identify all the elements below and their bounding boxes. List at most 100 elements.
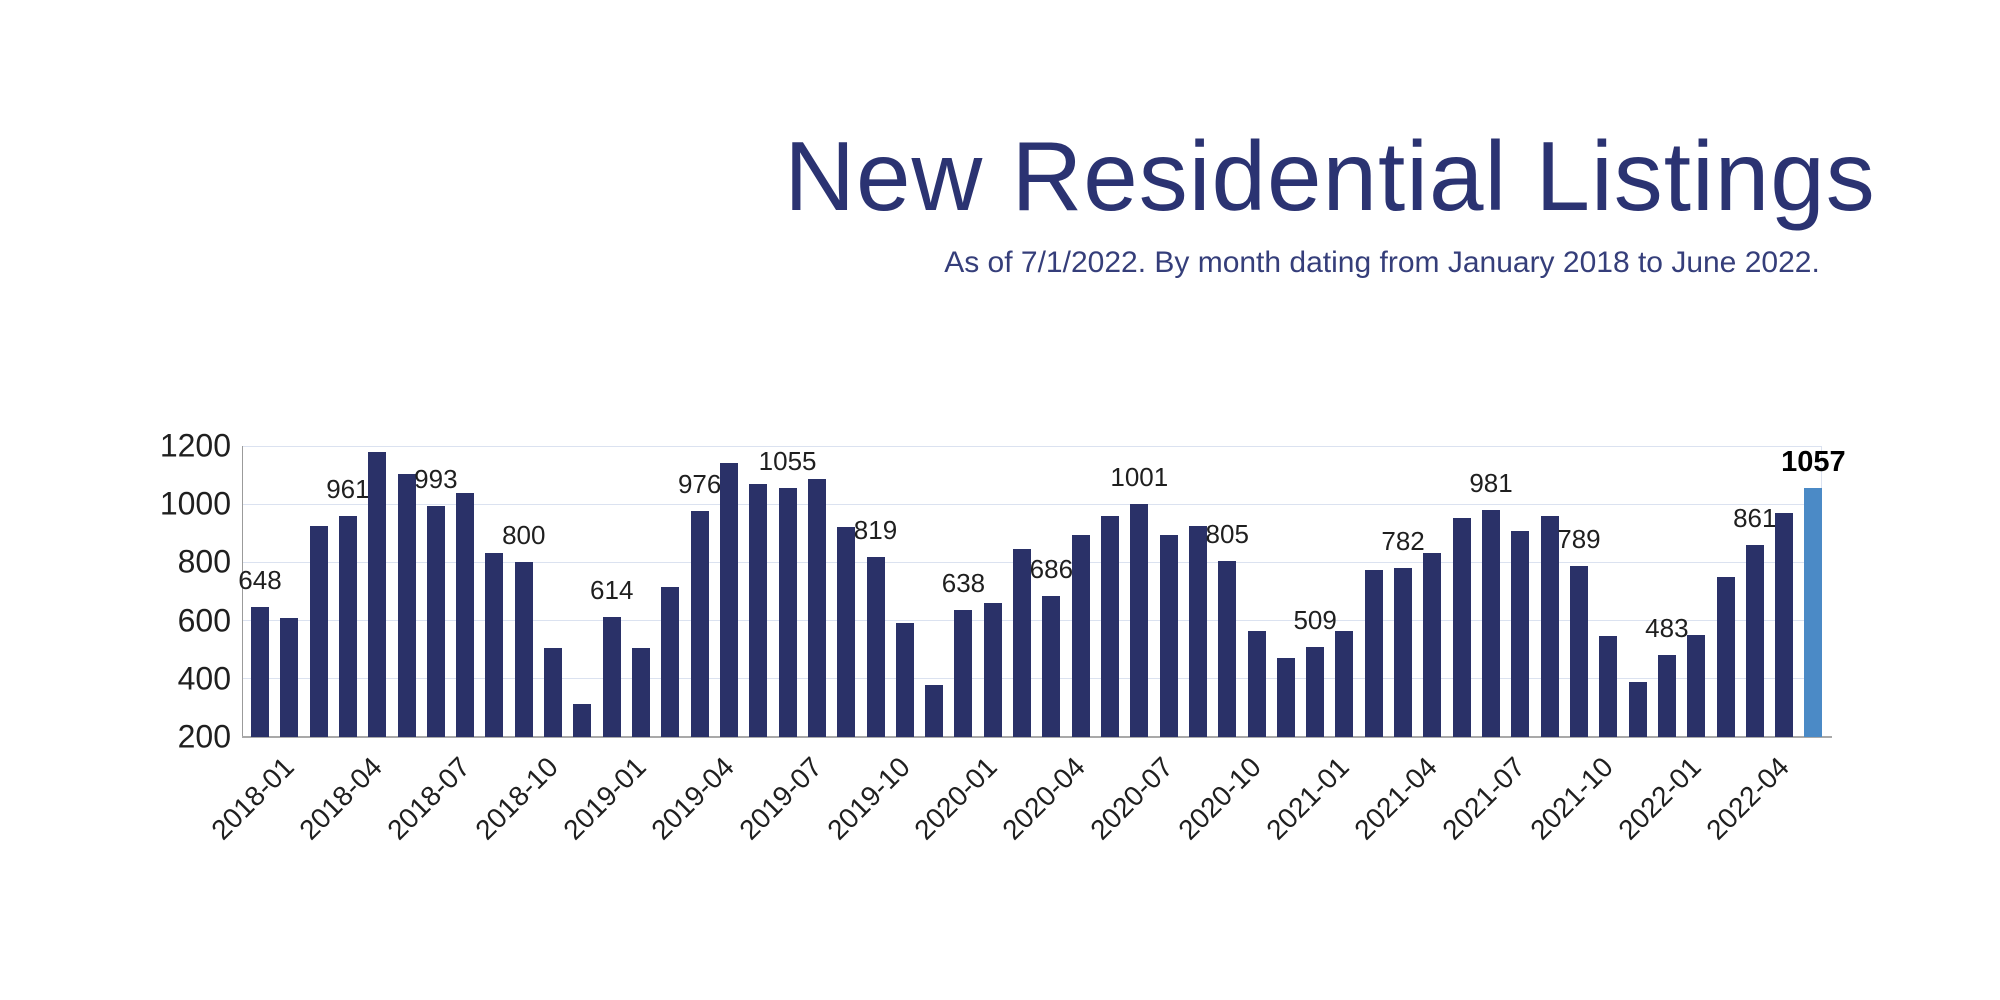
data-label-2021-10: 789	[1557, 523, 1601, 554]
bar-2019-05	[719, 462, 738, 737]
plot-area: 200 400 600 800 1000 1200 648 2018-01 961 2018-04…	[160, 428, 1846, 846]
bar-2019-09	[837, 526, 856, 737]
data-label-2022-06: 1057	[1781, 445, 1846, 478]
bar-2019-12	[925, 685, 944, 737]
y-axis-tick-600: 600	[177, 602, 231, 639]
bar-2019-11	[895, 622, 914, 737]
bar-2018-10	[514, 562, 533, 737]
data-label-2022-01: 483	[1645, 612, 1689, 643]
bar-2020-04	[1042, 595, 1061, 737]
bar-2022-06	[1804, 487, 1823, 737]
bar-2021-04	[1394, 567, 1413, 737]
bar-2022-04	[1745, 544, 1764, 737]
gridline-600	[243, 620, 1822, 622]
bar-2019-02	[632, 648, 651, 737]
chart-subtitle: As of 7/1/2022. By month dating from Jan…	[944, 246, 1820, 279]
x-axis-tick-2022-01: 2022-01	[1612, 751, 1707, 846]
bar-2019-01	[602, 616, 621, 737]
bar-2019-03	[661, 586, 680, 737]
bar-2018-04	[338, 515, 357, 737]
x-axis-tick-2020-04: 2020-04	[996, 751, 1092, 846]
data-label-2018-04: 961	[326, 473, 370, 504]
gridline-1200	[243, 445, 1822, 447]
bar-2021-12	[1628, 682, 1647, 737]
bar-2021-06	[1452, 517, 1471, 737]
y-axis-tick-800: 800	[177, 543, 231, 580]
bar-2018-05	[368, 452, 387, 737]
data-label-2021-04: 782	[1381, 525, 1425, 556]
data-label-2020-10: 805	[1205, 518, 1249, 549]
x-axis-tick-2018-10: 2018-10	[469, 751, 564, 846]
data-label-2021-01: 509	[1293, 605, 1337, 636]
x-axis-tick-2022-04: 2022-04	[1700, 751, 1795, 846]
x-axis-tick-2019-10: 2019-10	[820, 751, 916, 846]
bar-2020-06	[1100, 516, 1119, 737]
bar-2018-06	[397, 473, 416, 737]
bar-2020-08	[1159, 534, 1178, 737]
data-label-2022-04: 861	[1733, 502, 1777, 533]
data-label-2021-07: 981	[1469, 467, 1513, 498]
bar-2020-10	[1218, 560, 1237, 737]
bar-2022-02	[1687, 635, 1706, 737]
gridline-1000	[243, 503, 1822, 505]
bar-2020-11	[1247, 631, 1266, 737]
bar-2020-03	[1013, 549, 1032, 737]
bar-2021-03	[1364, 569, 1383, 737]
data-label-2019-10: 819	[853, 514, 898, 545]
bar-2021-10	[1569, 565, 1588, 737]
bar-2019-06	[749, 483, 768, 737]
bar-2021-07	[1482, 509, 1501, 737]
bar-2022-05	[1775, 512, 1794, 737]
x-axis-tick-2020-10: 2020-10	[1172, 751, 1268, 846]
bar-2019-04	[690, 511, 709, 737]
y-axis-tick-1000: 1000	[159, 485, 231, 522]
x-axis-tick-2019-07: 2019-07	[732, 751, 828, 846]
x-axis-tick-2020-01: 2020-01	[908, 751, 1004, 846]
bar-2020-12	[1276, 658, 1295, 737]
x-axis-tick-2021-10: 2021-10	[1524, 751, 1619, 846]
data-label-2020-01: 638	[941, 567, 986, 598]
y-axis-tick-400: 400	[177, 660, 231, 697]
x-axis-tick-2018-07: 2018-07	[381, 751, 476, 846]
data-label-2018-10: 800	[502, 520, 546, 551]
x-axis-tick-2019-04: 2019-04	[644, 751, 740, 846]
y-axis-line	[242, 446, 243, 737]
x-axis-tick-2021-04: 2021-04	[1348, 751, 1443, 846]
gridline-800	[243, 561, 1822, 563]
data-label-2020-07: 1001	[1110, 461, 1169, 492]
bar-2019-10	[866, 556, 885, 737]
bar-2019-07	[778, 488, 797, 737]
x-axis-line	[242, 736, 1832, 738]
bar-2018-11	[544, 647, 563, 737]
bar-2021-11	[1599, 635, 1618, 737]
y-axis-tick-200: 200	[177, 718, 231, 755]
bar-2018-08	[456, 493, 475, 737]
bar-2020-09	[1188, 526, 1207, 737]
x-axis-tick-2019-01: 2019-01	[557, 751, 652, 846]
bar-2021-08	[1511, 530, 1530, 737]
x-axis-tick-2020-07: 2020-07	[1084, 751, 1180, 846]
bar-2021-09	[1540, 516, 1559, 737]
bar-2021-05	[1423, 552, 1442, 737]
x-axis-tick-2021-01: 2021-01	[1260, 751, 1356, 846]
bar-2018-02	[280, 617, 299, 737]
gridline-400	[243, 678, 1822, 680]
bar-2018-01	[251, 606, 269, 737]
data-label-2020-04: 686	[1029, 553, 1074, 584]
data-label-2018-07: 993	[414, 464, 458, 495]
data-label-2019-07: 1055	[758, 446, 817, 477]
data-label-2019-01: 614	[590, 574, 634, 605]
bar-2018-03	[309, 526, 328, 737]
bar-2020-01	[954, 609, 973, 737]
bar-2022-03	[1716, 577, 1735, 737]
bar-2020-05	[1071, 534, 1090, 737]
bar-2018-09	[485, 552, 504, 737]
bar-2020-02	[983, 603, 1002, 737]
bar-2018-12	[573, 703, 592, 737]
chart-title: New Residential Listings	[784, 121, 1876, 231]
x-axis-tick-2018-01: 2018-01	[205, 751, 300, 846]
bar-2018-07	[426, 506, 445, 737]
y-axis-tick-1200: 1200	[159, 427, 231, 464]
bar-2020-07	[1130, 503, 1149, 737]
